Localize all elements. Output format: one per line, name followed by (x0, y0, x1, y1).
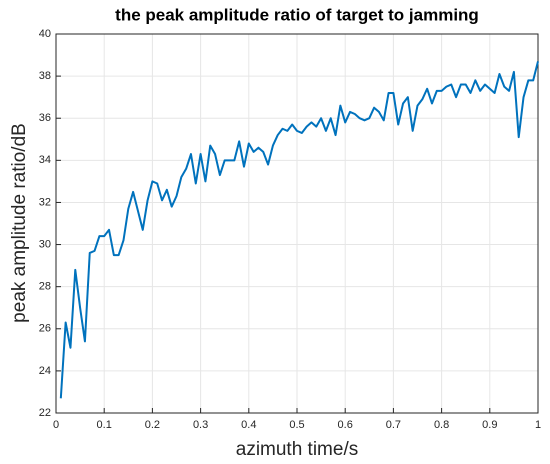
y-tick-label: 26 (39, 323, 51, 335)
x-tick-label: 0.7 (386, 419, 401, 431)
plot-frame (55, 33, 539, 414)
x-tick-label: 0.9 (482, 419, 497, 431)
y-tick-label: 36 (39, 112, 51, 124)
x-tick-label: 0.8 (434, 419, 449, 431)
y-tick-label: 22 (39, 407, 51, 419)
y-tick-label: 38 (39, 70, 51, 82)
x-tick-label: 1 (535, 419, 541, 431)
x-tick-label: 0.5 (289, 419, 304, 431)
y-tick-label: 40 (39, 28, 51, 40)
x-tick-label: 0 (53, 419, 59, 431)
chart-title: the peak amplitude ratio of target to ja… (115, 5, 479, 24)
y-tick-label: 24 (39, 365, 51, 377)
x-axis-label: azimuth time/s (236, 439, 358, 460)
x-tick-label: 0.2 (145, 419, 160, 431)
y-tick-label: 30 (39, 238, 51, 250)
x-tick-label: 0.1 (97, 419, 112, 431)
y-tick-label: 34 (39, 154, 51, 166)
data-line (59, 61, 539, 399)
y-tick-label: 32 (39, 196, 51, 208)
x-tick-label: 0.4 (241, 419, 256, 431)
x-tick-label: 0.6 (338, 419, 353, 431)
y-tick-label: 28 (39, 281, 51, 293)
y-axis-label: peak amplitude ratio/dB (9, 123, 30, 323)
x-tick-label: 0.3 (193, 419, 208, 431)
